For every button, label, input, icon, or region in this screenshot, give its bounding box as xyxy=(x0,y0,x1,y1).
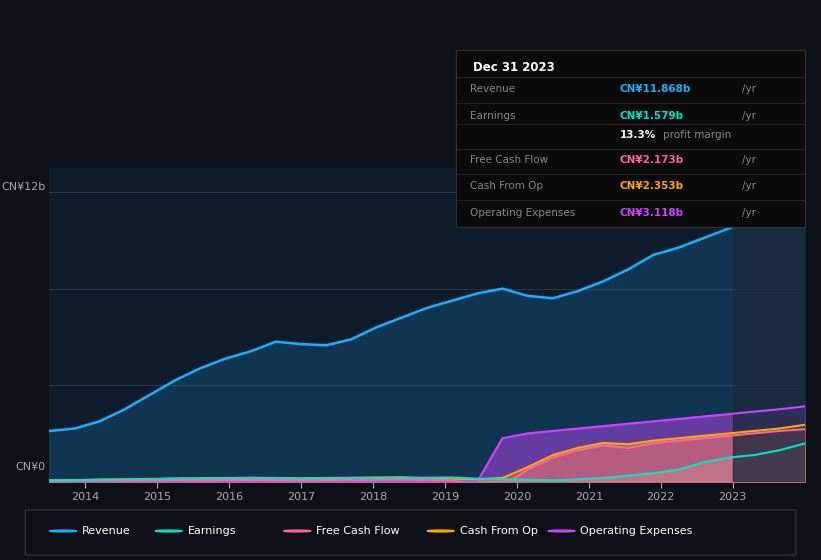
Text: /yr: /yr xyxy=(742,155,756,165)
Text: CN¥0: CN¥0 xyxy=(16,462,45,472)
Text: /yr: /yr xyxy=(742,111,756,120)
Text: CN¥3.118b: CN¥3.118b xyxy=(620,208,684,218)
Text: CN¥2.173b: CN¥2.173b xyxy=(620,155,684,165)
Text: Earnings: Earnings xyxy=(470,111,515,120)
Text: CN¥12b: CN¥12b xyxy=(2,182,45,192)
Text: CN¥1.579b: CN¥1.579b xyxy=(620,111,684,120)
Text: CN¥2.353b: CN¥2.353b xyxy=(620,181,684,191)
Circle shape xyxy=(49,530,76,532)
Text: Free Cash Flow: Free Cash Flow xyxy=(470,155,548,165)
Text: /yr: /yr xyxy=(742,208,756,218)
Bar xyxy=(732,168,805,482)
Text: CN¥11.868b: CN¥11.868b xyxy=(620,84,691,94)
Text: Operating Expenses: Operating Expenses xyxy=(580,526,693,536)
Circle shape xyxy=(283,530,311,532)
Text: Earnings: Earnings xyxy=(188,526,236,536)
Text: Cash From Op: Cash From Op xyxy=(470,181,543,191)
Text: Revenue: Revenue xyxy=(470,84,515,94)
Text: Operating Expenses: Operating Expenses xyxy=(470,208,575,218)
Circle shape xyxy=(548,530,576,532)
Circle shape xyxy=(155,530,182,532)
Text: /yr: /yr xyxy=(742,84,756,94)
Text: Cash From Op: Cash From Op xyxy=(460,526,538,536)
Text: Revenue: Revenue xyxy=(82,526,131,536)
Text: Free Cash Flow: Free Cash Flow xyxy=(316,526,400,536)
Text: profit margin: profit margin xyxy=(663,130,732,140)
Text: /yr: /yr xyxy=(742,181,756,191)
Circle shape xyxy=(427,530,454,532)
Text: Dec 31 2023: Dec 31 2023 xyxy=(473,61,555,74)
Text: 13.3%: 13.3% xyxy=(620,130,656,140)
